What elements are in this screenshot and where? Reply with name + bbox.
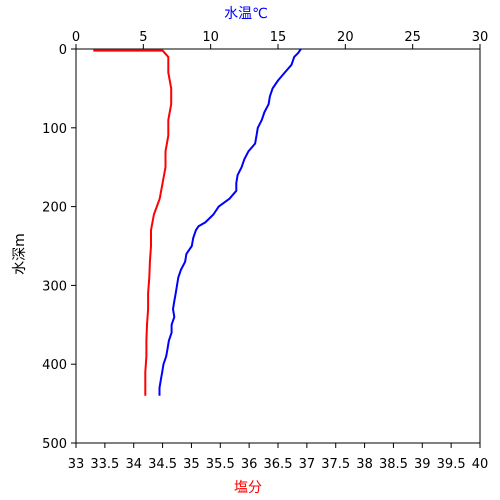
bottom-tick-label: 39.5 [437,457,466,472]
y-tick-label: 500 [42,437,67,452]
bottom-tick-label: 34.5 [148,457,177,472]
salinity-line [93,49,173,396]
y-axis-title: 水深m [12,233,28,275]
bottom-tick-label: 39 [414,457,431,472]
top-tick-label: 25 [404,30,421,45]
top-tick-label: 15 [270,30,287,45]
top-axis-title: 水温℃ [224,6,268,22]
y-tick-label: 300 [42,279,67,294]
y-tick-label: 400 [42,358,67,373]
bottom-tick-label: 35.5 [206,457,235,472]
bottom-tick-label: 33 [68,457,85,472]
top-tick-label: 30 [472,30,489,45]
y-tick-label: 100 [42,122,67,137]
bottom-tick-label: 37 [299,457,316,472]
bottom-tick-label: 37.5 [321,457,350,472]
y-tick-label: 200 [42,201,67,216]
left-axis-ticks: 0 100 200 300 400 500 [42,43,76,452]
bottom-tick-label: 33.5 [90,457,119,472]
series-layer [93,48,302,396]
top-tick-label: 10 [202,30,219,45]
bottom-tick-label: 36.5 [264,457,293,472]
top-tick-label: 0 [72,30,80,45]
bottom-tick-label: 36 [241,457,258,472]
bottom-axis-ticks: 33 33.5 34 34.5 35 35.5 36 36.5 37 37.5 38 38.5 39 39… [68,443,489,472]
bottom-axis-title: 塩分 [234,480,262,496]
bottom-tick-label: 40 [472,457,489,472]
y-tick-label: 0 [59,43,67,58]
bottom-tick-label: 38 [356,457,373,472]
bottom-tick-label: 38.5 [379,457,408,472]
water-temperature-line [158,48,302,396]
plot-frame [75,48,481,444]
bottom-tick-label: 35 [183,457,200,472]
bottom-tick-label: 34 [125,457,142,472]
top-tick-label: 5 [139,30,147,45]
top-tick-label: 20 [337,30,354,45]
top-axis-ticks: 0 5 10 15 20 25 30 [72,30,488,49]
